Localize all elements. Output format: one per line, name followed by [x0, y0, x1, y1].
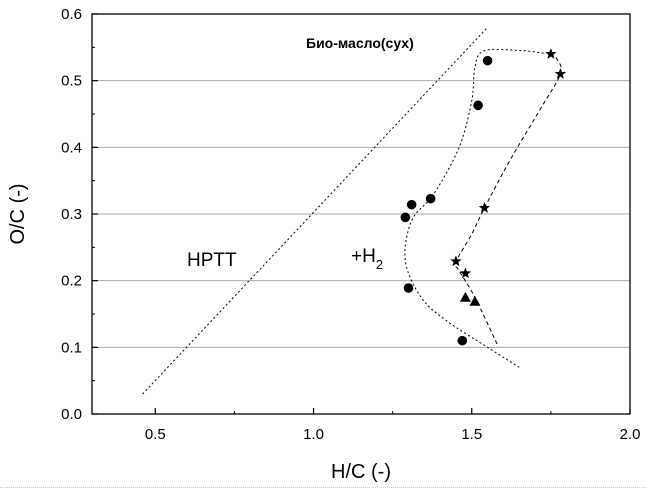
- circle-marker: [473, 100, 483, 111]
- x-tick-label: 0.5: [145, 426, 166, 443]
- y-tick-label: 0.0: [61, 406, 82, 423]
- y-axis-title: O/C (-): [7, 183, 29, 244]
- plot-frame: [91, 13, 631, 415]
- y-tick-label: 0.5: [61, 73, 82, 90]
- bottom-divider: [0, 487, 646, 488]
- data-points: [400, 48, 567, 346]
- triangle-marker: [459, 291, 471, 302]
- x-tick-label: 1.5: [461, 426, 482, 443]
- circle-marker: [457, 335, 468, 346]
- y-tick-label: 0.2: [61, 273, 82, 290]
- star-marker: [554, 68, 567, 79]
- trend-line-3: [454, 53, 562, 345]
- x-axis-ticks: 0.5 1.0 1.5 2.0: [145, 408, 641, 443]
- x-tick-label: 2.0: [620, 426, 641, 443]
- x-axis-title: H/C (-): [331, 461, 391, 483]
- y-tick-label: 0.3: [61, 206, 82, 223]
- circle-marker: [482, 55, 493, 66]
- star-marker: [450, 255, 462, 267]
- trend-line-2: [404, 48, 545, 368]
- annotation-hydrogen: +H2: [351, 246, 383, 272]
- circle-marker: [400, 212, 411, 223]
- horizontal-gridlines: [92, 80, 630, 348]
- triangle-marker: [469, 295, 481, 306]
- star-marker: [545, 48, 557, 59]
- annotation-hydrogen-subscript: 2: [376, 257, 383, 272]
- star-marker: [459, 267, 472, 279]
- circle-marker: [406, 199, 417, 210]
- trend-lines: [142, 26, 562, 395]
- y-tick-label: 0.1: [61, 339, 82, 356]
- annotation-hptt: HPTT: [187, 250, 237, 271]
- y-tick-label: 0.4: [61, 139, 82, 156]
- x-tick-label: 1.0: [303, 426, 324, 443]
- annotation-hydrogen-base: +H: [351, 246, 376, 267]
- circle-marker: [425, 193, 436, 204]
- trend-line-1: [142, 26, 488, 395]
- annotation-bio-oil: Био-масло(сух): [306, 35, 414, 51]
- y-tick-label: 0.6: [61, 6, 82, 23]
- star-marker: [478, 202, 491, 213]
- circle-marker: [403, 283, 414, 293]
